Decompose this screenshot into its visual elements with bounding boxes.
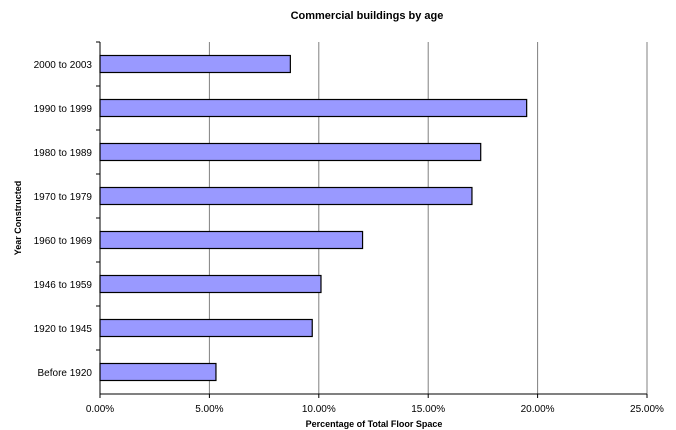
y-tick-label-1: 1990 to 1999 — [34, 104, 93, 115]
x-tick-label-4: 20.00% — [521, 404, 555, 415]
y-axis-title: Year Constructed — [13, 181, 23, 256]
y-tick-label-6: 1920 to 1945 — [34, 324, 93, 335]
y-tick-label-3: 1970 to 1979 — [34, 192, 93, 203]
y-tick-label-7: Before 1920 — [38, 368, 93, 379]
bar-4 — [99, 230, 364, 250]
bar-6 — [99, 318, 313, 338]
gridlines — [208, 42, 648, 394]
y-tick-label-4: 1960 to 1969 — [34, 236, 93, 247]
x-tick-label-1: 5.00% — [195, 404, 223, 415]
bar-2 — [99, 142, 482, 162]
bar-0 — [99, 54, 291, 74]
x-tick-labels: 0.00% 5.00% 10.00% 15.00% 20.00% 25.00% — [86, 404, 664, 415]
axes — [96, 41, 648, 398]
x-tick-label-5: 25.00% — [630, 404, 664, 415]
bar-1 — [99, 98, 528, 118]
x-tick-label-0: 0.00% — [86, 404, 114, 415]
chart-title: Commercial buildings by age — [291, 10, 444, 22]
x-tick-label-3: 15.00% — [411, 404, 445, 415]
bar-7 — [99, 362, 217, 382]
x-tick-label-2: 10.00% — [302, 404, 336, 415]
y-tick-label-0: 2000 to 2003 — [34, 60, 93, 71]
y-tick-label-5: 1946 to 1959 — [34, 280, 93, 291]
bars — [99, 54, 528, 382]
x-axis-title: Percentage of Total Floor Space — [306, 419, 443, 429]
y-tick-label-2: 1980 to 1989 — [34, 148, 93, 159]
y-tick-labels: 2000 to 2003 1990 to 1999 1980 to 1989 1970… — [34, 60, 93, 379]
bar-3 — [99, 186, 473, 206]
bar-5 — [99, 274, 322, 294]
